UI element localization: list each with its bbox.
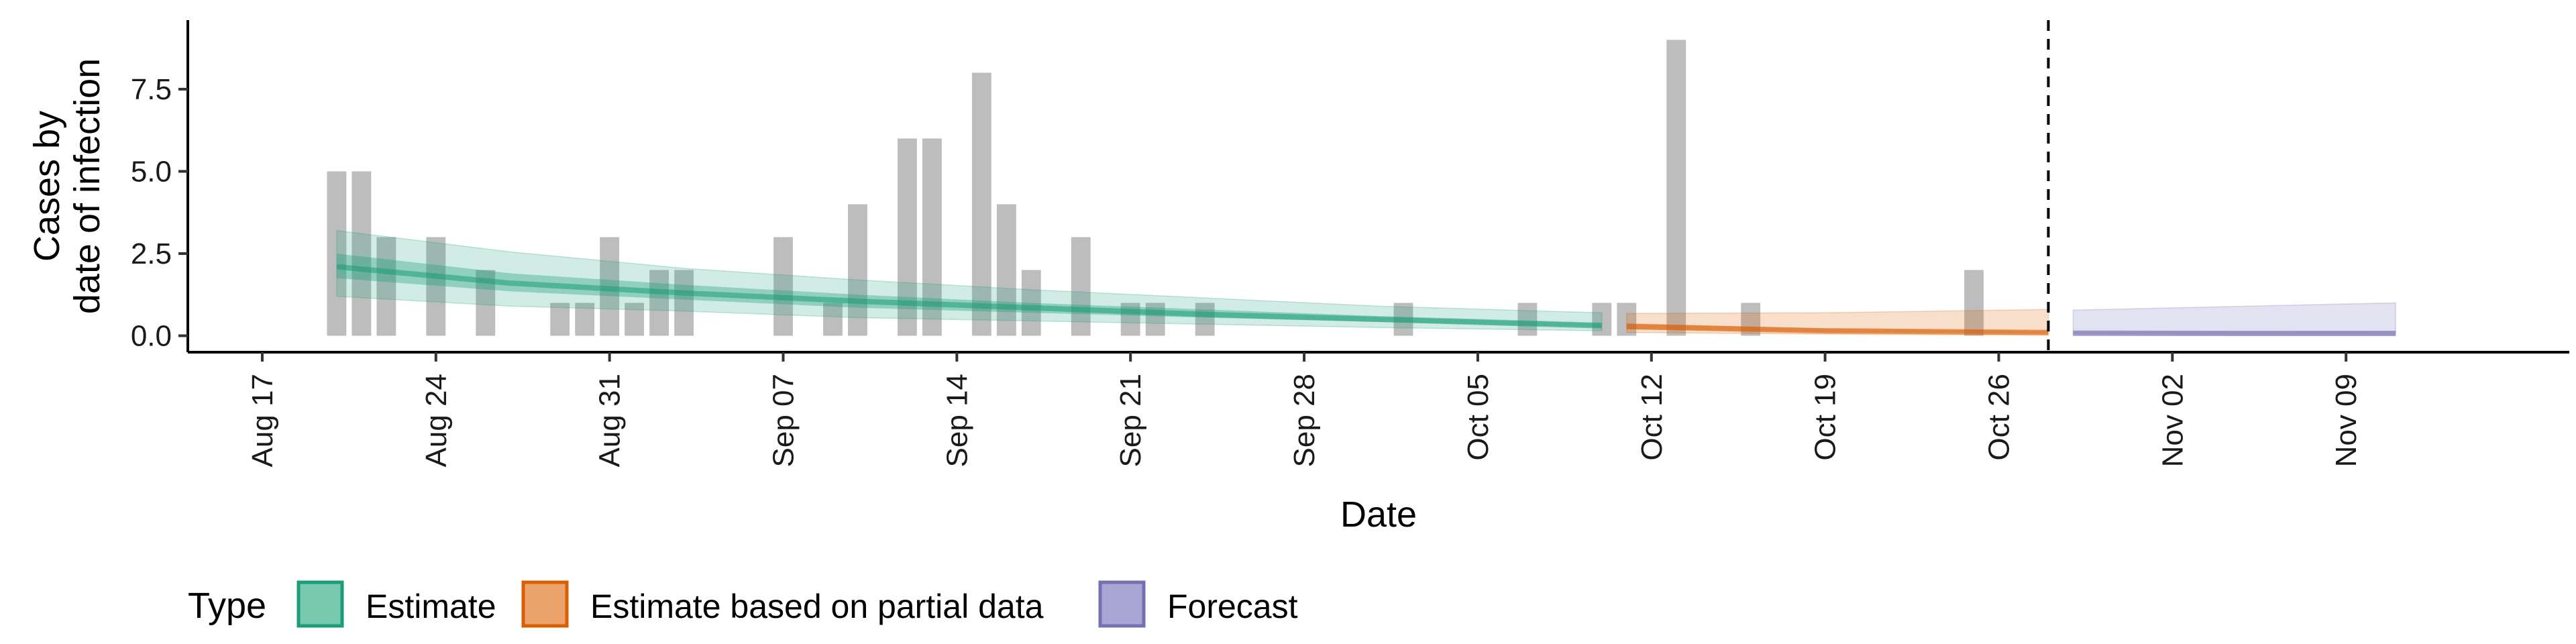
x-tick-label: Aug 24 — [420, 374, 453, 467]
legend-title: Type — [188, 586, 266, 626]
x-tick-label: Sep 28 — [1288, 374, 1321, 467]
x-tick-label: Aug 31 — [594, 374, 627, 467]
y-tick-label: 0.0 — [131, 319, 172, 352]
case-bar — [971, 72, 991, 336]
case-bar — [376, 237, 396, 336]
legend-key — [521, 580, 569, 628]
legend-entry-label: Estimate — [366, 588, 496, 625]
case-bar — [1666, 40, 1686, 336]
case-bar — [848, 204, 867, 336]
series-forecast — [2072, 302, 2396, 337]
case-bar — [1021, 270, 1041, 336]
x-tick-label: Sep 14 — [941, 374, 973, 467]
y-tick-label: 7.5 — [131, 73, 172, 106]
y-tick-label: 2.5 — [131, 237, 172, 270]
case-bar — [1517, 303, 1538, 336]
case-bar — [1617, 303, 1637, 336]
x-tick-label: Aug 17 — [246, 374, 279, 467]
x-tick-label: Nov 09 — [2330, 374, 2363, 467]
x-tick-label: Nov 02 — [2156, 374, 2189, 467]
case-bar — [1120, 303, 1140, 336]
case-bar — [1195, 303, 1215, 336]
case-bar — [1964, 270, 1984, 336]
y-axis-title-line-1: Cases by — [27, 111, 67, 262]
case-bar — [625, 303, 645, 336]
case-bar — [352, 171, 372, 336]
legend-key — [297, 580, 344, 628]
case-bar — [575, 303, 595, 336]
median-line — [336, 264, 1602, 329]
median-line — [1626, 323, 2049, 335]
x-axis-ticks: Aug 17 Aug 24 Aug 31 Sep 07 Sep 14 Sep 21 Sep … — [246, 352, 2363, 467]
case-bar — [1071, 237, 1091, 336]
median-line — [2073, 330, 2396, 337]
legend-entry-label: Forecast — [1167, 588, 1298, 625]
case-bar — [426, 237, 446, 336]
case-bar — [550, 303, 570, 336]
case-bar — [1592, 303, 1612, 336]
series-estimate — [336, 229, 1603, 331]
legend-key — [1098, 580, 1146, 628]
x-tick-label: Sep 21 — [1114, 374, 1147, 467]
case-bar — [1145, 303, 1165, 336]
x-tick-label: Oct 05 — [1462, 374, 1495, 461]
band-90 — [336, 229, 1603, 331]
x-tick-label: Oct 26 — [1982, 374, 2015, 461]
y-axis-title-line-2: date of infection — [67, 58, 107, 314]
legend: Type Estimate Estimate based on partial d… — [188, 580, 1298, 628]
case-bar — [649, 270, 669, 336]
estimate-bands — [336, 229, 2396, 337]
y-tick-label: 5.0 — [131, 155, 172, 188]
case-bar — [996, 204, 1016, 336]
legend-entry-label: Estimate based on partial data — [590, 588, 1044, 625]
x-tick-label: Oct 12 — [1635, 374, 1668, 461]
case-bar — [823, 303, 843, 336]
x-tick-label: Oct 19 — [1809, 374, 1842, 461]
case-bar — [674, 270, 694, 336]
case-bar — [327, 171, 347, 336]
series-estimate-based-on-partial-data — [1626, 309, 2049, 336]
y-axis-ticks: 0.0 2.5 5.0 7.5 — [131, 73, 188, 352]
x-tick-label: Sep 07 — [767, 374, 800, 467]
x-axis-title: Date — [1340, 494, 1417, 535]
case-bar — [773, 237, 793, 336]
band-90 — [2072, 302, 2396, 336]
